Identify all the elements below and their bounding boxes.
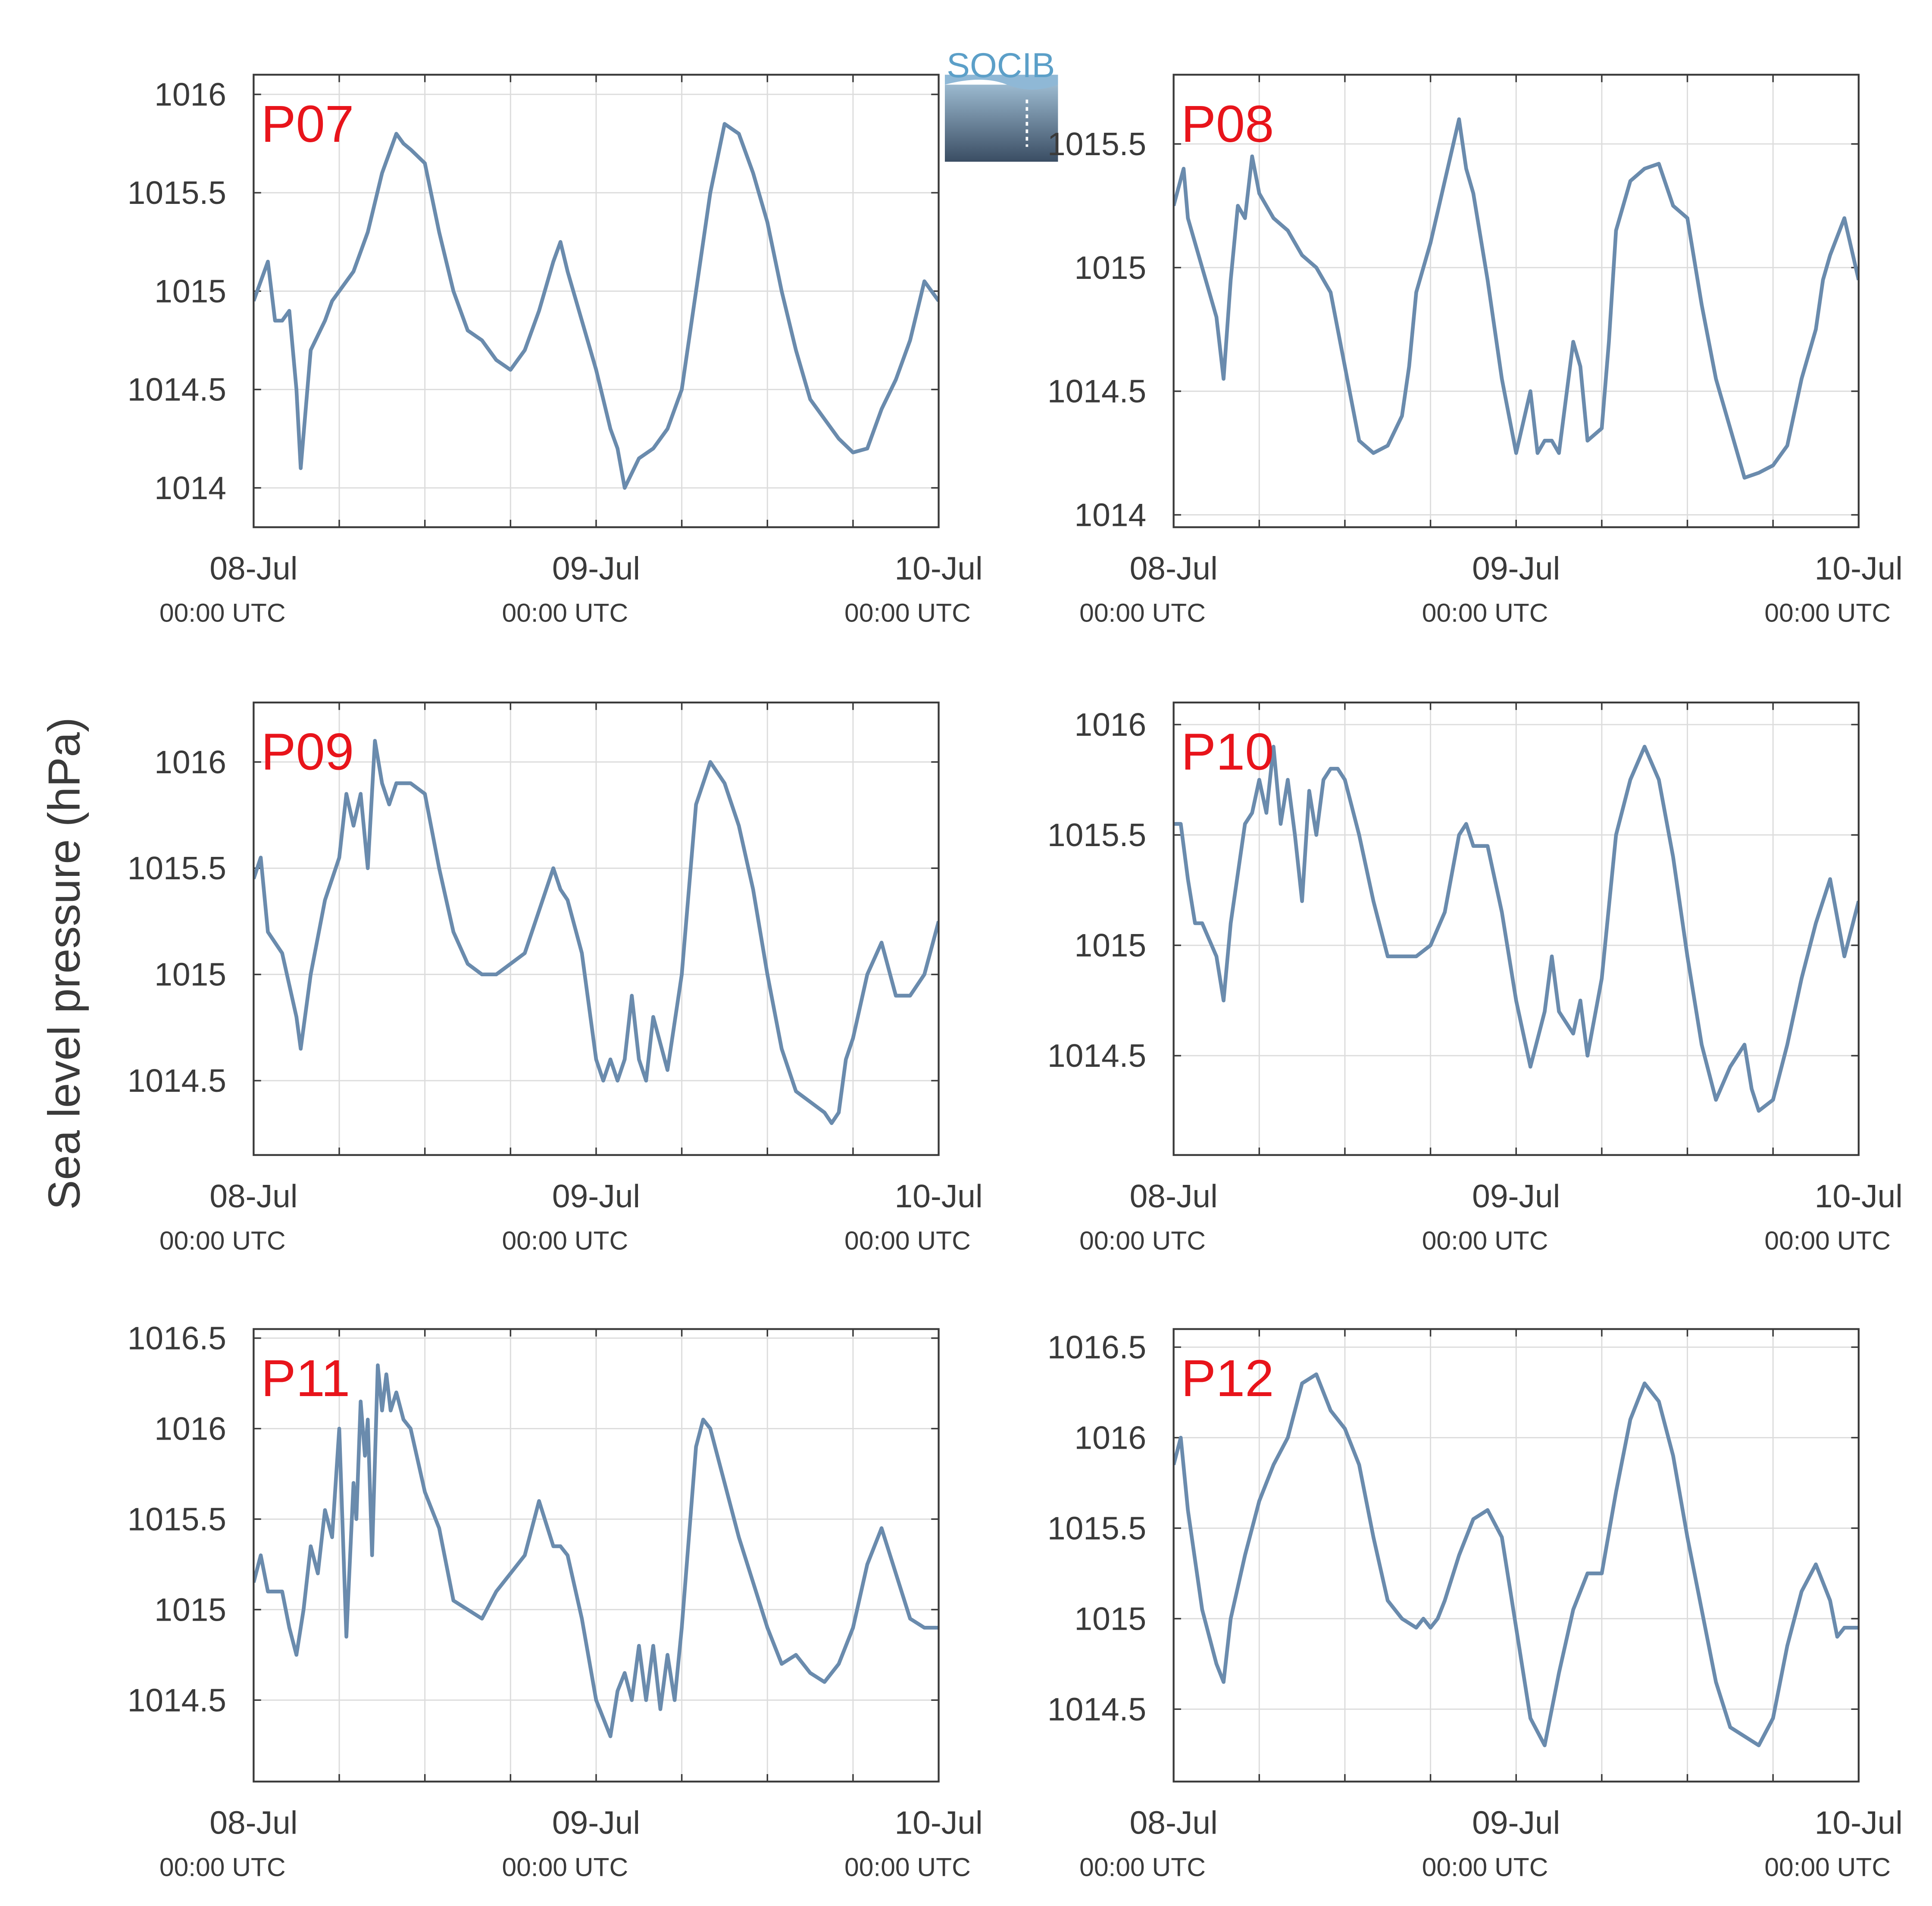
panel-label: P09 bbox=[261, 722, 354, 781]
x-tick-label: 08-Jul bbox=[209, 1804, 297, 1840]
x-tick-label: 08-Jul bbox=[209, 1178, 297, 1214]
x-tick-sublabel: 00:00 UTC bbox=[1422, 598, 1548, 627]
panel-label: P07 bbox=[261, 94, 354, 153]
x-tick-label: 09-Jul bbox=[552, 550, 640, 586]
x-tick-label: 10-Jul bbox=[1815, 1804, 1903, 1840]
x-tick-sublabel: 00:00 UTC bbox=[502, 598, 628, 627]
plot-frame bbox=[253, 74, 940, 528]
x-tick-sublabel: 00:00 UTC bbox=[502, 1226, 628, 1255]
x-tick-label: 10-Jul bbox=[1815, 1178, 1903, 1214]
y-tick-label: 1015.5 bbox=[128, 175, 226, 211]
y-tick-label: 1016.5 bbox=[128, 1320, 226, 1356]
y-tick-label: 1015.5 bbox=[128, 850, 226, 886]
plot-frame bbox=[253, 701, 940, 1156]
y-tick-label: 1014.5 bbox=[1047, 1691, 1146, 1727]
panel-p09: 1014.5 1015 1015.5 1016 P09 08-Jul 00:00 UTC 09… bbox=[128, 701, 983, 1255]
x-tick-label: 10-Jul bbox=[894, 550, 982, 586]
x-tick-sublabel: 00:00 UTC bbox=[1764, 1852, 1891, 1881]
y-tick-label: 1014.5 bbox=[1047, 1037, 1146, 1074]
y-tick-label: 1014.5 bbox=[128, 1062, 226, 1099]
plot-frame bbox=[1172, 1328, 1860, 1783]
panel-p11: 1014.5 1015 1015.5 1016 1016.5 P11 08-Jul 00:00… bbox=[128, 1320, 983, 1881]
y-tick-label: 1015 bbox=[1074, 927, 1146, 963]
y-tick-label: 1016 bbox=[1074, 706, 1146, 743]
x-tick-sublabel: 00:00 UTC bbox=[1764, 598, 1891, 627]
series-line bbox=[1173, 744, 1859, 1113]
y-tick-label: 1015 bbox=[1074, 1600, 1146, 1637]
y-tick-label: 1015.5 bbox=[1047, 817, 1146, 853]
x-tick-sublabel: 00:00 UTC bbox=[844, 598, 971, 627]
x-tick-sublabel: 00:00 UTC bbox=[1079, 598, 1206, 627]
x-tick-label: 08-Jul bbox=[1130, 1804, 1218, 1840]
plot-frame bbox=[1172, 74, 1860, 528]
y-tick-label: 1015 bbox=[1074, 250, 1146, 286]
series-line bbox=[253, 739, 939, 1125]
plot-frame bbox=[253, 1328, 940, 1783]
panel-label: P12 bbox=[1181, 1349, 1274, 1407]
x-tick-label: 09-Jul bbox=[1472, 1804, 1560, 1840]
x-tick-label: 10-Jul bbox=[894, 1178, 982, 1214]
x-tick-sublabel: 00:00 UTC bbox=[159, 1226, 286, 1255]
x-tick-sublabel: 00:00 UTC bbox=[1422, 1226, 1548, 1255]
x-tick-label: 09-Jul bbox=[1472, 550, 1560, 586]
x-tick-label: 09-Jul bbox=[552, 1178, 640, 1214]
y-tick-label: 1015 bbox=[154, 1591, 226, 1628]
x-tick-sublabel: 00:00 UTC bbox=[159, 598, 286, 627]
y-tick-label: 1016 bbox=[154, 76, 226, 112]
y-axis-label: Sea level pressure (hPa) bbox=[40, 717, 90, 1210]
series-line bbox=[1173, 117, 1859, 480]
series-line bbox=[253, 122, 939, 490]
x-tick-sublabel: 00:00 UTC bbox=[502, 1852, 628, 1881]
panel-label: P08 bbox=[1181, 94, 1274, 153]
x-tick-label: 08-Jul bbox=[209, 550, 297, 586]
socib-logo: SOCIB bbox=[944, 46, 1058, 162]
plot-frame bbox=[1172, 701, 1860, 1156]
x-tick-label: 09-Jul bbox=[552, 1804, 640, 1840]
y-tick-label: 1015 bbox=[154, 956, 226, 993]
x-tick-label: 10-Jul bbox=[894, 1804, 982, 1840]
x-tick-sublabel: 00:00 UTC bbox=[1764, 1226, 1891, 1255]
panel-label: P11 bbox=[261, 1349, 350, 1407]
panel-p12: 1014.5 1015 1015.5 1016 1016.5 P12 08-Jul 00:00… bbox=[1047, 1328, 1903, 1881]
x-tick-label: 10-Jul bbox=[1815, 550, 1903, 586]
x-tick-sublabel: 00:00 UTC bbox=[844, 1852, 971, 1881]
socib-logo-text: SOCIB bbox=[947, 46, 1055, 85]
series-line bbox=[1173, 1372, 1859, 1747]
y-tick-label: 1016 bbox=[154, 1410, 226, 1447]
series-line bbox=[253, 1363, 939, 1738]
x-tick-label: 09-Jul bbox=[1472, 1178, 1560, 1214]
y-tick-label: 1014.5 bbox=[128, 372, 226, 408]
x-tick-label: 08-Jul bbox=[1130, 1178, 1218, 1214]
y-tick-label: 1016 bbox=[154, 744, 226, 780]
y-tick-label: 1015.5 bbox=[128, 1501, 226, 1537]
x-tick-sublabel: 00:00 UTC bbox=[1079, 1226, 1206, 1255]
panel-p07: 1014 1014.5 1015 1015.5 1016 P07 08-Jul 00:00 U… bbox=[128, 74, 983, 627]
x-tick-label: 08-Jul bbox=[1130, 550, 1218, 586]
x-tick-sublabel: 00:00 UTC bbox=[1422, 1852, 1548, 1881]
y-tick-label: 1015.5 bbox=[1047, 1510, 1146, 1546]
y-tick-label: 1014.5 bbox=[128, 1682, 226, 1718]
y-tick-label: 1015.5 bbox=[1047, 126, 1146, 162]
panel-p10: 1014.5 1015 1015.5 1016 P10 08-Jul 00:00 UTC 09… bbox=[1047, 701, 1903, 1255]
y-tick-label: 1014.5 bbox=[1047, 373, 1146, 409]
y-tick-label: 1014 bbox=[154, 470, 226, 506]
x-tick-sublabel: 00:00 UTC bbox=[844, 1226, 971, 1255]
panel-p08: 1014 1014.5 1015 1015.5 P08 08-Jul 00:00 UTC 09… bbox=[1047, 74, 1903, 627]
y-tick-label: 1015 bbox=[154, 273, 226, 309]
y-tick-label: 1016.5 bbox=[1047, 1329, 1146, 1365]
x-tick-sublabel: 00:00 UTC bbox=[1079, 1852, 1206, 1881]
y-tick-label: 1016 bbox=[1074, 1419, 1146, 1456]
panel-label: P10 bbox=[1181, 722, 1274, 781]
x-tick-sublabel: 00:00 UTC bbox=[159, 1852, 286, 1881]
y-tick-label: 1014 bbox=[1074, 497, 1146, 533]
